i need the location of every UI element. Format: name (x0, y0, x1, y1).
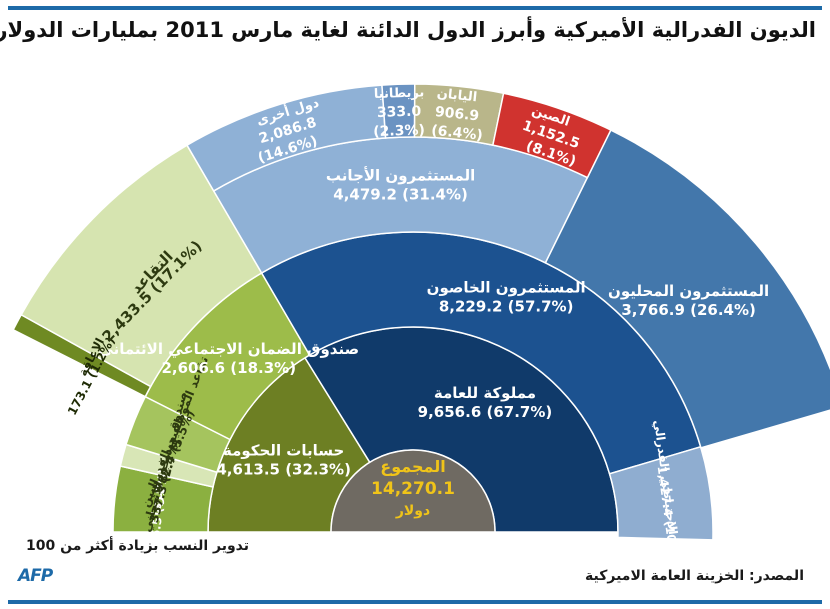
ring2-segment-fed_reserve (608, 445, 714, 541)
rounding-note: تدوير النسب بزيادة أكثر من 100 (26, 538, 250, 554)
center-label: المجموع (380, 457, 445, 476)
label-foreign: المستثمرون الأجانب (326, 167, 475, 185)
value-uk: 333.0 (377, 103, 422, 120)
label-domestic: المستثمرون المحليون (608, 282, 769, 300)
label-fed_accounts: حسابات الحكومة (223, 442, 344, 460)
value-domestic: (26.4%) 3,766.9 (621, 301, 756, 319)
afp-logo: AFP (18, 566, 53, 586)
ring3-segment-domestic (544, 129, 830, 449)
chart-title: الديون الفدرالية الأميركية وأبرز الدول ا… (0, 18, 816, 42)
value-public: (67.7%) 9,656.6 (418, 403, 553, 421)
top-rule (8, 6, 822, 10)
center-disc (330, 449, 496, 533)
pct-japan: (6.4%) (431, 123, 484, 144)
source-note: المصدر: الخزينة العامة الاميركية (585, 568, 804, 584)
value-private: (57.7%) 8,229.2 (439, 297, 574, 315)
label-uk: بريطانيا (374, 85, 425, 102)
value-social_security: (18.3%) 2,606.6 (161, 359, 296, 377)
label-public: مملوكة للعامة (434, 384, 536, 402)
ring4-segment-china (491, 92, 612, 179)
value-fed_accounts: (32.3%) 4,613.5 (216, 461, 351, 479)
label-other: غيرها (149, 482, 167, 517)
center-unit: دولار (395, 503, 430, 519)
label-social_security: صندوق الضمان الاجتماعي الائتماني (98, 340, 359, 358)
label-private: المستثمرون الخاصون (427, 278, 586, 296)
pct-uk: (2.3%) (373, 122, 425, 140)
bottom-rule (8, 600, 822, 604)
center-value: 14,270.1 (371, 479, 455, 499)
value-foreign: (31.4%) 4,479.2 (333, 186, 468, 204)
label-japan: اليابان (436, 86, 478, 105)
value-japan: 906.9 (434, 104, 480, 125)
